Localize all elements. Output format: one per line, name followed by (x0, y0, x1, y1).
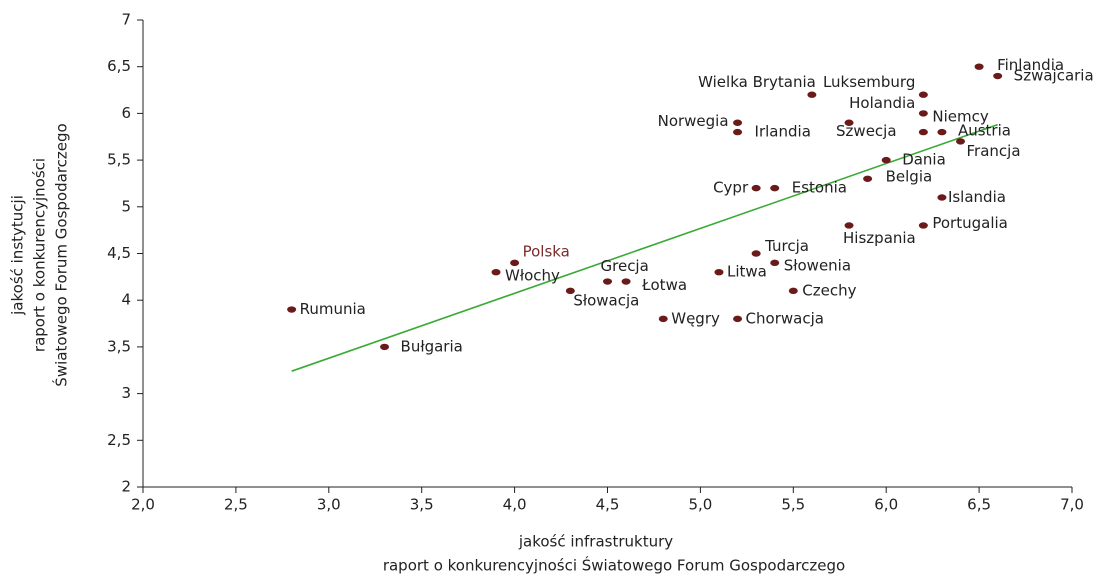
point-label: Francja (967, 142, 1021, 160)
point-label: Portugalia (932, 214, 1007, 232)
y-tick-label: 2 (121, 478, 131, 496)
point-label: Czechy (802, 281, 856, 299)
y-tick-label: 6 (121, 104, 131, 122)
point-label: Luksemburg (823, 73, 915, 91)
x-axis-label: jakość infrastruktury (518, 533, 673, 551)
point (751, 250, 761, 257)
point-label: Estonia (792, 179, 847, 197)
point (658, 315, 668, 323)
point-label: Hiszpania (843, 229, 916, 247)
point (881, 156, 891, 164)
point-label: Chorwacja (746, 309, 824, 327)
point-label: Polska (523, 242, 570, 260)
point-label: Turcja (764, 237, 809, 255)
point-label: Węgry (671, 309, 720, 327)
x-tick-label: 2,0 (131, 496, 155, 514)
point (733, 119, 743, 126)
y-tick-label: 3,5 (107, 337, 131, 355)
y-tick-label: 5 (121, 197, 131, 215)
point (751, 184, 761, 192)
y-tick-label: 3 (121, 384, 131, 402)
point (844, 222, 854, 229)
point (621, 278, 631, 285)
point (974, 63, 984, 70)
point-label: Belgia (886, 167, 933, 185)
point (491, 268, 501, 276)
point (287, 306, 297, 313)
point (937, 194, 947, 201)
y-tick-label: 6,5 (107, 57, 131, 75)
point-label: Słowacja (573, 291, 639, 309)
point-label: Rumunia (300, 300, 366, 318)
x-tick-label: 2,5 (224, 496, 248, 514)
point (733, 128, 743, 136)
x-tick-label: 6,0 (874, 496, 898, 514)
x-tick-label: 5,0 (688, 496, 712, 514)
point-label: Islandia (948, 188, 1006, 206)
point-label: Niemcy (932, 108, 988, 126)
y-tick-label: 5,5 (107, 151, 131, 169)
point-label: Bułgaria (401, 337, 463, 355)
point-label: Finlandia (997, 56, 1064, 74)
x-tick-label: 5,5 (781, 496, 805, 514)
point-label: Irlandia (755, 123, 811, 141)
point-label: Szwecja (836, 122, 897, 140)
point (603, 278, 612, 285)
point (918, 110, 928, 117)
y-axis-label: Światowego Forum Gospodarczego (52, 123, 71, 386)
x-tick-label: 3,0 (317, 496, 341, 514)
x-tick-label: 4,5 (596, 496, 620, 514)
point (863, 175, 873, 182)
point-label: Cypr (713, 179, 749, 197)
point-label: Austria (958, 122, 1011, 140)
point (714, 268, 724, 276)
point-label: Szwajcaria (1014, 67, 1094, 85)
point (565, 287, 575, 295)
y-tick-label: 4,5 (107, 244, 131, 262)
point (918, 128, 928, 136)
x-tick-label: 7,0 (1060, 496, 1084, 514)
point (918, 91, 928, 98)
point-label: Litwa (727, 263, 767, 281)
point-label: Łotwa (641, 276, 687, 294)
point-label: Słowenia (784, 256, 851, 274)
x-tick-label: 3,5 (410, 496, 434, 514)
point (807, 91, 817, 98)
point-label: Włochy (505, 267, 560, 285)
y-axis-label: raport o konkurencyjności (31, 158, 49, 352)
trendline (291, 123, 998, 372)
point (844, 119, 854, 126)
point (380, 343, 390, 351)
y-tick-label: 4 (121, 291, 131, 309)
point (788, 287, 798, 295)
point (770, 259, 780, 267)
point (918, 222, 928, 229)
y-tick-label: 2,5 (107, 431, 131, 449)
point-label: Grecja (601, 257, 649, 275)
point (993, 72, 1003, 80)
point-label: Wielka Brytania (698, 73, 816, 91)
point (937, 128, 947, 136)
y-tick-label: 7 (121, 11, 131, 29)
point (770, 184, 780, 192)
point-label: Norwegia (658, 112, 729, 130)
x-tick-label: 4,0 (503, 496, 527, 514)
point (510, 259, 520, 267)
point (956, 138, 966, 145)
point (733, 315, 743, 323)
y-axis-label: jakość instytucji (9, 195, 27, 316)
x-tick-label: 6,5 (967, 496, 991, 514)
x-axis-label: raport o konkurencyjności Światowego For… (383, 556, 845, 575)
point-label: Dania (902, 151, 946, 169)
point-label: Holandia (849, 94, 915, 112)
